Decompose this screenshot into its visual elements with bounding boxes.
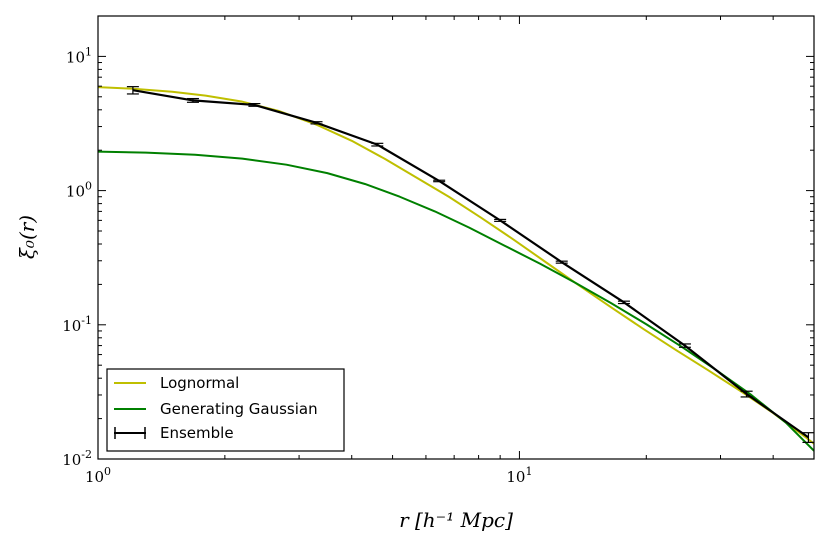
legend-label-lognormal: Lognormal <box>160 374 239 392</box>
error-bar <box>740 390 753 398</box>
error-bar <box>126 86 139 95</box>
series-line-ensemble <box>132 89 810 439</box>
legend: Lognormal Generating Gaussian Ensemble <box>106 368 345 452</box>
legend-label-gaussian: Generating Gaussian <box>160 400 318 418</box>
y-tick-label: 101 <box>66 45 92 66</box>
series-layer <box>98 86 814 452</box>
error-bar <box>802 432 814 443</box>
legend-swatch-ensemble <box>114 427 146 439</box>
error-bar <box>617 300 630 305</box>
error-bar <box>433 179 446 183</box>
plot-frame <box>97 15 815 460</box>
error-bar <box>494 218 507 222</box>
error-bar <box>678 343 691 348</box>
y-axis-label: ξ₀(r) <box>15 215 39 259</box>
y-tick-label: 10-2 <box>62 448 92 469</box>
x-tick-label: 101 <box>506 465 532 486</box>
x-tick-label: 100 <box>85 465 111 486</box>
ticks-layer: 100 101 10-2 10-1 100 101 <box>62 15 815 486</box>
series-line-lognormal <box>98 86 814 445</box>
error-bar <box>248 102 261 107</box>
legend-label-ensemble: Ensemble <box>160 424 234 442</box>
y-tick-label: 10-1 <box>62 314 92 335</box>
error-bar <box>186 97 199 103</box>
error-bar <box>371 142 384 147</box>
error-bar <box>555 260 568 264</box>
y-tick-label: 100 <box>66 180 92 201</box>
x-axis-label: r [h⁻¹ Mpc] <box>399 508 513 532</box>
error-bar <box>310 121 323 125</box>
legend-box <box>106 368 345 452</box>
